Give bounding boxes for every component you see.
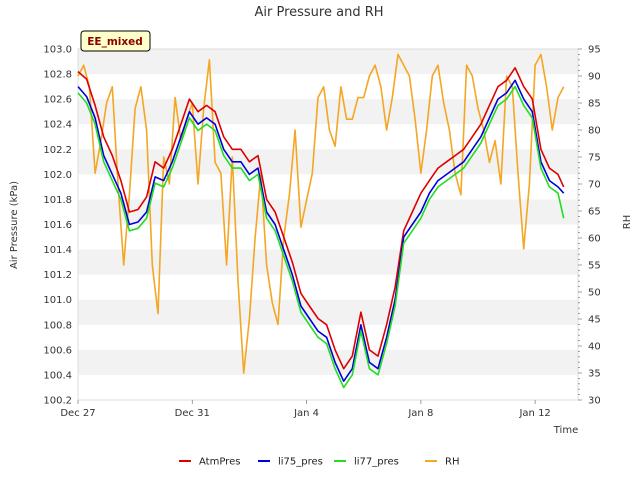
y-tick-label: 100.6 <box>43 345 72 356</box>
x-tick-label: Dec 27 <box>60 408 95 419</box>
y-tick-label: 102.2 <box>43 145 72 156</box>
y2-tick-label: 85 <box>588 99 601 110</box>
right-axis-ticks: 30 35 40 45 50 55 60 65 70 75 80 85 90 95 <box>578 45 601 407</box>
series-line-li77-pres <box>77 85 565 389</box>
chart-title: Air Pressure and RH <box>254 5 383 20</box>
y2-tick-label: 70 <box>588 180 601 191</box>
y2-tick-label: 30 <box>588 396 601 407</box>
y2-tick-label: 55 <box>588 261 601 272</box>
grid-band <box>78 199 578 225</box>
y-tick-label: 101.0 <box>43 295 72 306</box>
legend-label: RH <box>445 457 459 468</box>
series-line-rh <box>77 53 565 374</box>
x-tick-label: Jan 4 <box>293 408 319 419</box>
grid-bands <box>78 49 578 375</box>
y2-tick-label: 75 <box>588 153 601 164</box>
grid-band <box>78 249 578 275</box>
badge-label: EE_mixed <box>87 36 143 48</box>
y-tick-label: 103.0 <box>43 45 72 56</box>
x-tick-label: Dec 31 <box>175 408 210 419</box>
y2-tick-label: 65 <box>588 207 601 218</box>
badge-box <box>80 30 151 52</box>
left-axis-ticks: 100.2 100.4 100.6 100.8 101.0 101.2 101.4 101.6… <box>43 45 72 407</box>
y-tick-label: 101.2 <box>43 270 72 281</box>
y2-tick-label: 40 <box>588 342 601 353</box>
y-tick-label: 102.8 <box>43 70 72 81</box>
y-tick-label: 100.2 <box>43 396 72 407</box>
y2-tick-label: 35 <box>588 369 601 380</box>
y-tick-label: 101.4 <box>43 245 72 256</box>
x-axis-label: Time <box>553 425 578 436</box>
y2-tick-label: 50 <box>588 288 601 299</box>
legend: AtmPres li75_pres li77_pres RH <box>179 457 459 468</box>
legend-label: AtmPres <box>199 457 240 468</box>
y2-tick-label: 95 <box>588 45 601 56</box>
y-tick-label: 100.4 <box>43 370 72 381</box>
series-line-li75-pres <box>77 79 565 383</box>
badge: EE_mixed <box>80 30 151 52</box>
y-axis-label: Air Pressure (kPa) <box>9 181 20 269</box>
x-axis-ticks: Dec 27 Dec 31 Jan 4 Jan 8 Jan 12 <box>60 400 551 419</box>
y-tick-label: 102.0 <box>43 170 72 181</box>
grid-band <box>78 149 578 175</box>
plot-frame <box>77 48 579 401</box>
y-tick-label: 100.8 <box>43 320 72 331</box>
y-tick-label: 102.4 <box>43 120 72 131</box>
y2-tick-label: 60 <box>588 234 601 245</box>
series-layer <box>77 53 565 389</box>
y-tick-label: 102.6 <box>43 95 72 106</box>
grid-band <box>78 349 578 375</box>
grid-band <box>78 49 578 75</box>
legend-label: li77_pres <box>354 457 399 468</box>
series-line-atmpres <box>77 67 565 370</box>
x-tick-label: Jan 12 <box>518 408 550 419</box>
y2-tick-label: 80 <box>588 126 601 137</box>
legend-label: li75_pres <box>278 457 323 468</box>
x-tick-label: Jan 8 <box>407 408 433 419</box>
y2-tick-label: 90 <box>588 72 601 83</box>
y2-axis-label: RH <box>622 215 633 229</box>
grid-band <box>78 299 578 325</box>
y-tick-label: 101.8 <box>43 195 72 206</box>
y-tick-label: 101.6 <box>43 220 72 231</box>
y2-tick-label: 45 <box>588 315 601 326</box>
